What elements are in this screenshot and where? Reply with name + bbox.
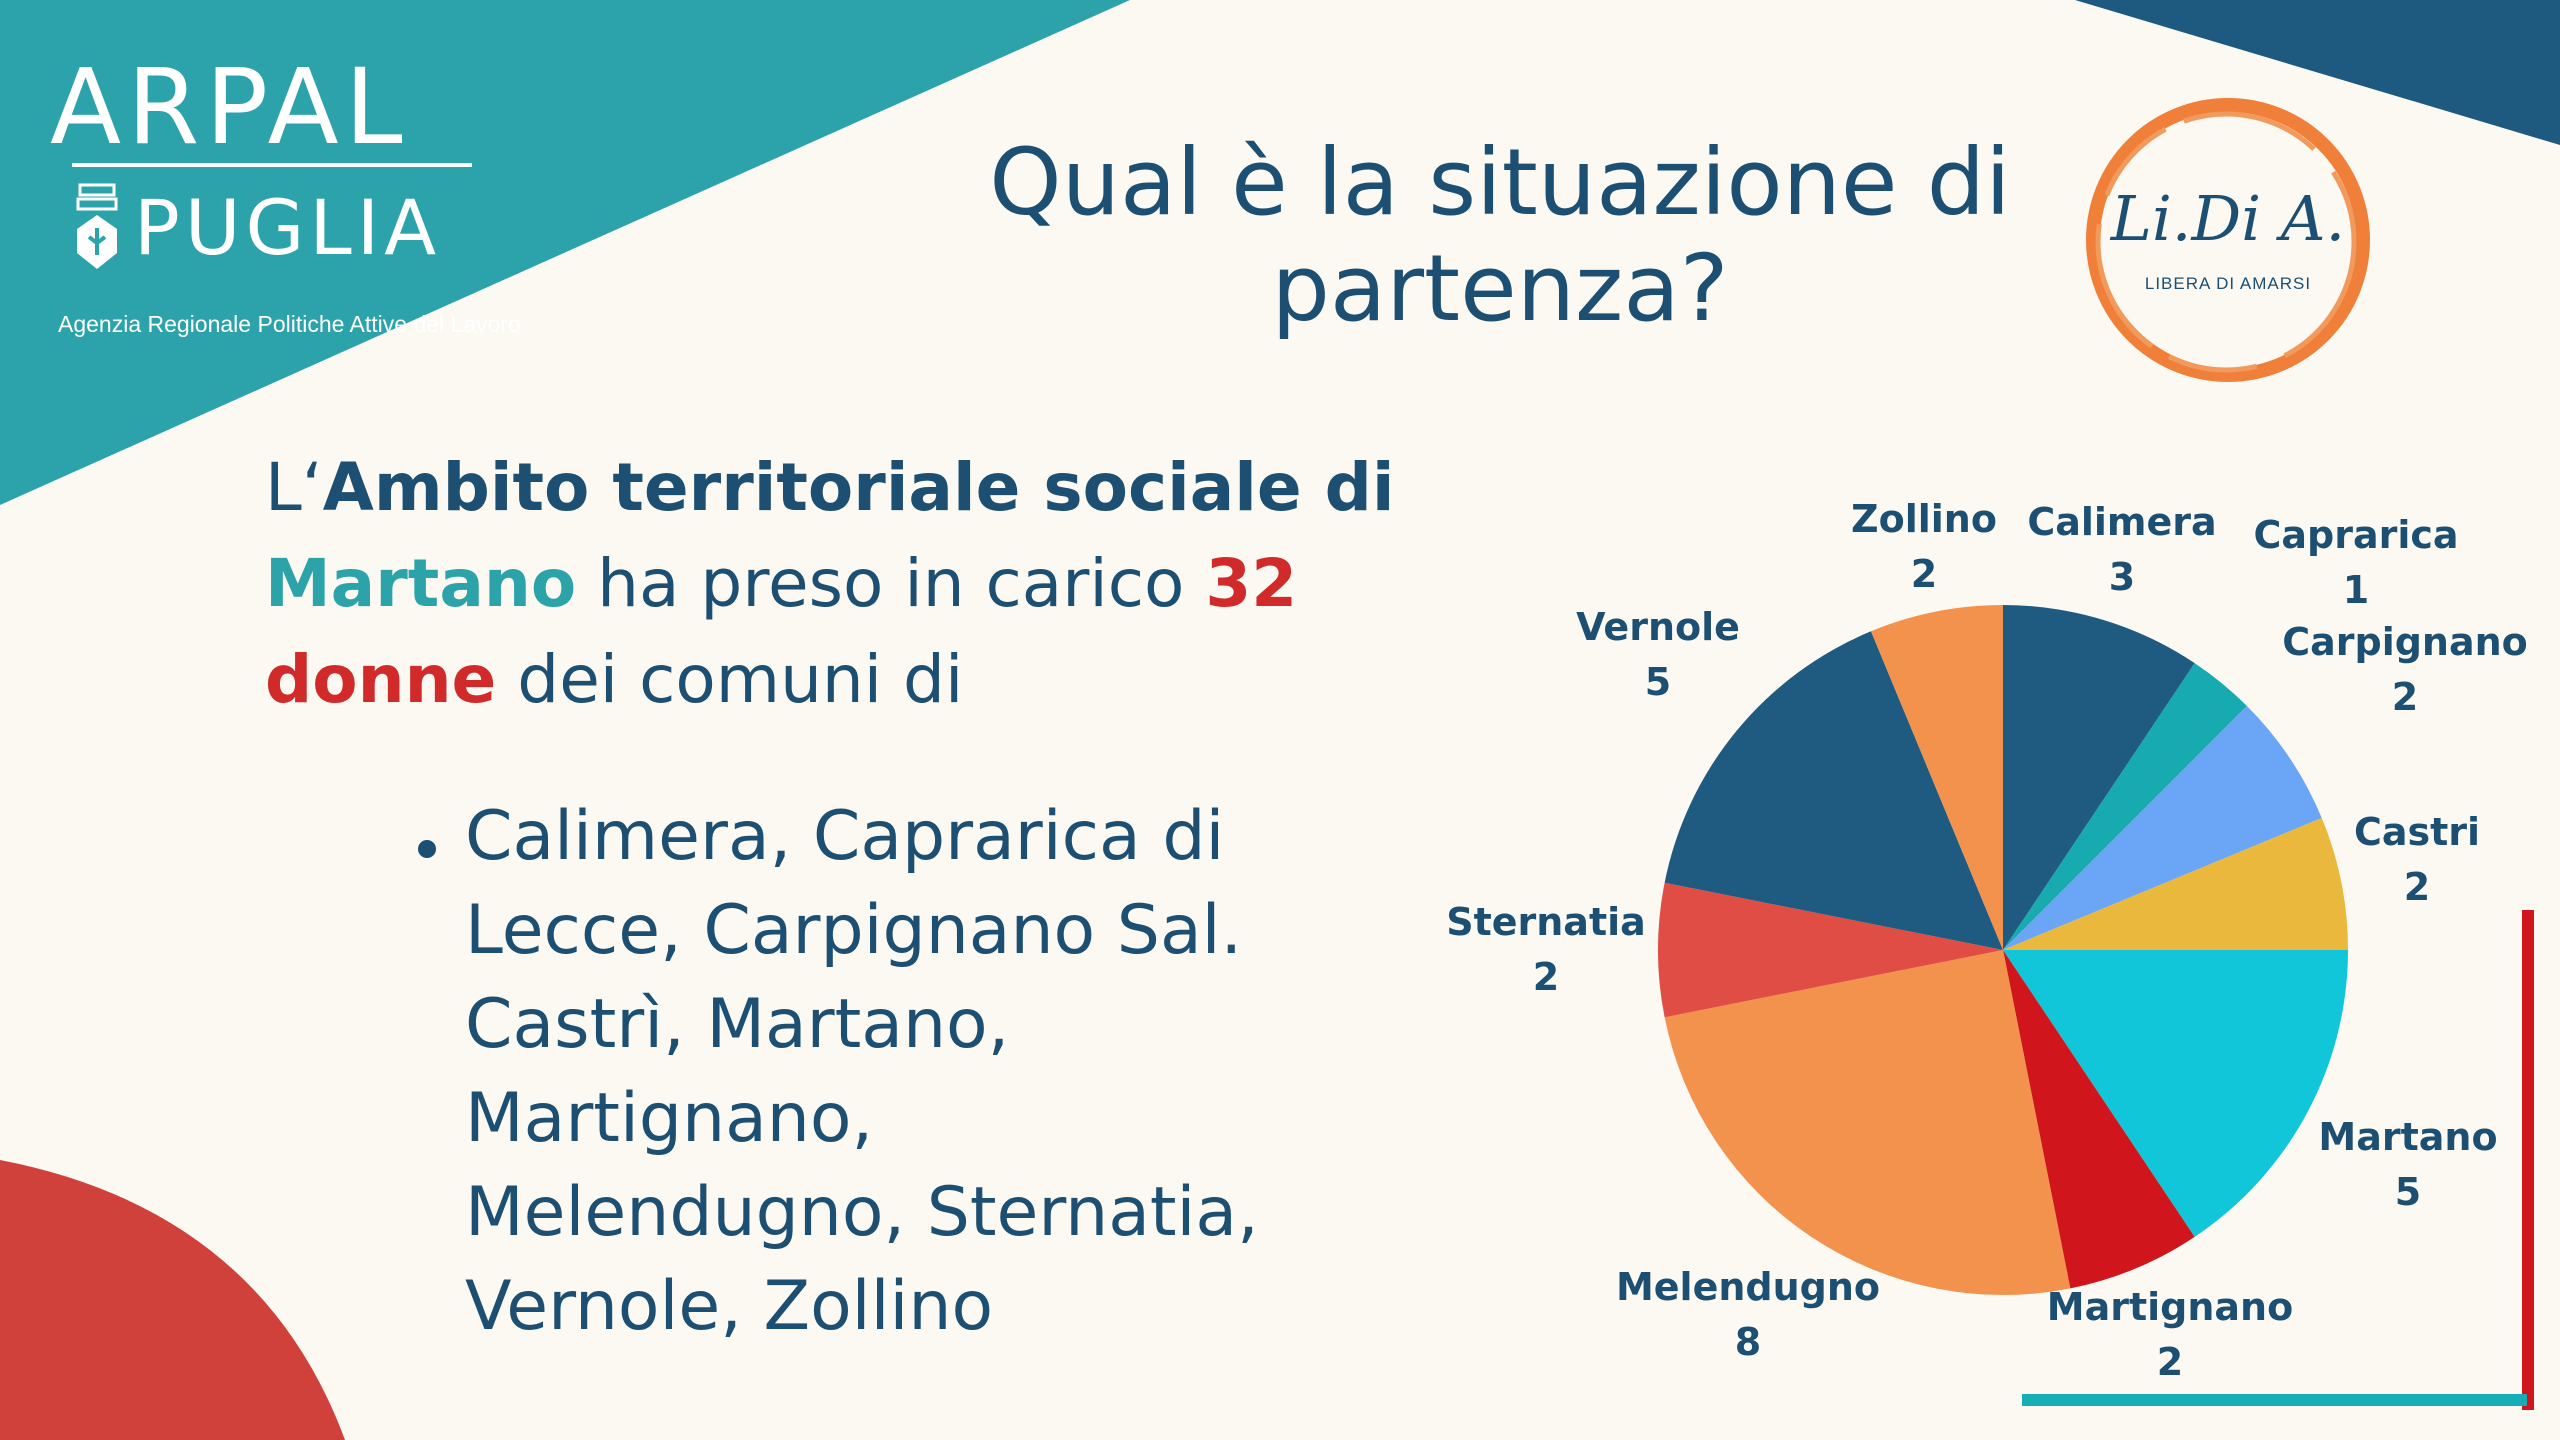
intro-middle: ha preso in carico: [576, 545, 1206, 622]
slice-label-martano: Martano: [2318, 1115, 2497, 1159]
pie-slice-zollino: [1870, 605, 2003, 950]
logo-arpal-wordmark: ARPAL: [50, 46, 409, 168]
pie-chart: Calimera 3 Caprarica 1 Carpignano 2 Castri 2 Mar…: [1446, 497, 2528, 1384]
slice-value-martano: 5: [2395, 1170, 2421, 1214]
logo-agency-name: Agenzia Regionale Politiche Attive del L…: [58, 311, 521, 337]
intro-prefix: L‘: [265, 449, 323, 526]
slice-value-calimera: 3: [2109, 555, 2135, 599]
slice-label-martignano: Martignano: [2047, 1285, 2293, 1329]
slice-value-melendugno: 8: [1735, 1320, 1761, 1364]
slice-label-sternatia: Sternatia: [1446, 900, 1646, 944]
municipalities-list: Calimera, Caprarica di Lecce, Carpignano…: [465, 797, 1259, 1346]
page-title: Qual è la situazione di partenza?: [850, 130, 2150, 342]
slice-label-vernole: Vernole: [1576, 605, 1740, 649]
title-line-1: Qual è la situazione di: [989, 129, 2011, 236]
intro-women: donne: [265, 641, 497, 718]
lidia-logo: Li.Di A. LIBERA DI AMARSI: [2078, 90, 2378, 390]
pie-slice-castri: [2003, 817, 2348, 950]
slice-label-caprarica: Caprarica: [2253, 513, 2458, 557]
slice-value-carpignano: 2: [2392, 675, 2418, 719]
slice-value-sternatia: 2: [1533, 955, 1559, 999]
slice-value-castri: 2: [2404, 865, 2430, 909]
logo-divider: [72, 163, 472, 167]
slice-value-caprarica: 1: [2343, 568, 2369, 612]
slice-label-calimera: Calimera: [2027, 500, 2216, 544]
bullet-icon: [418, 840, 436, 858]
pie-slice-melendugno: [1664, 950, 2071, 1295]
intro-suffix: dei comuni di: [496, 641, 964, 718]
arpal-puglia-logo: ARPAL PUGLIA Agenzia Regionale Politiche…: [50, 46, 521, 337]
intro-bold: Ambito territoriale sociale di: [322, 449, 1395, 526]
intro-place: Martano: [265, 545, 577, 622]
pie-slice-carpignano: [2003, 706, 2322, 950]
slice-value-vernole: 5: [1645, 660, 1671, 704]
lidia-tagline: LIBERA DI AMARSI: [2144, 274, 2312, 293]
slice-label-carpignano: Carpignano: [2282, 620, 2528, 664]
pie-slice-martano: [2003, 950, 2348, 1237]
slice-label-melendugno: Melendugno: [1616, 1265, 1880, 1309]
pie-slice-caprarica: [2003, 663, 2247, 950]
intro-count: 32: [1205, 545, 1298, 622]
slice-label-zollino: Zollino: [1851, 497, 1997, 541]
brush-circle-icon: [2086, 98, 2370, 382]
lidia-name: Li.Di A.: [2110, 182, 2346, 255]
pie-slice-calimera: [2003, 605, 2195, 950]
puglia-crest-icon: [72, 183, 122, 273]
title-line-2: partenza?: [1271, 235, 1729, 342]
pie-slice-vernole: [1664, 631, 2003, 950]
pie-slice-sternatia: [1658, 882, 2003, 1018]
slice-value-zollino: 2: [1911, 552, 1937, 596]
slice-value-martignano: 2: [2157, 1340, 2183, 1384]
pie-slice-martignano: [2003, 950, 2195, 1289]
slice-label-castri: Castri: [2354, 810, 2480, 854]
intro-paragraph: L‘Ambito territoriale sociale di Martano…: [265, 440, 1495, 728]
logo-puglia-wordmark: PUGLIA: [134, 183, 442, 272]
